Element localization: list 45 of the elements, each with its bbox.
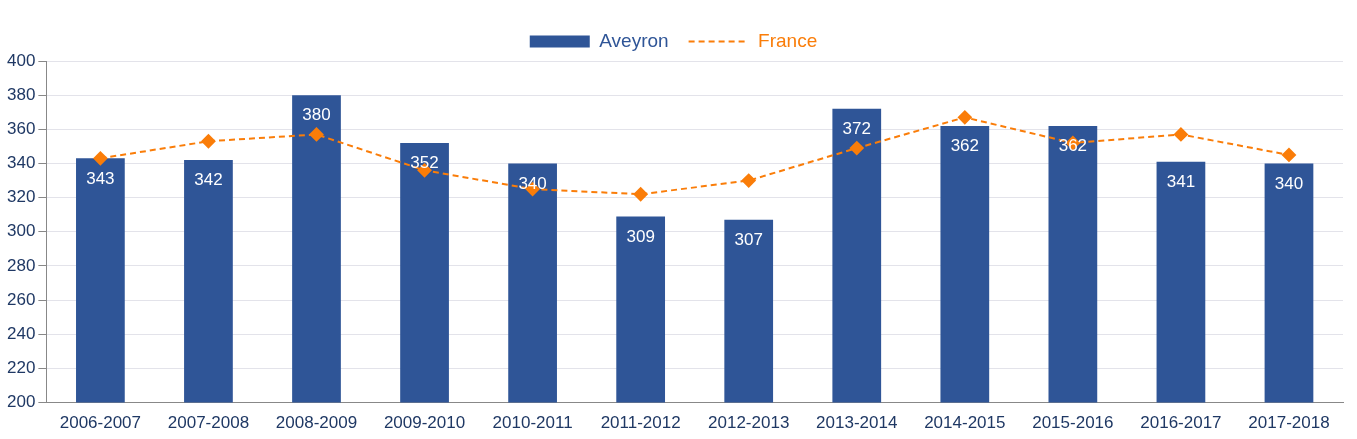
data-label: 340: [1274, 173, 1304, 193]
point: [309, 127, 324, 142]
point: [741, 173, 756, 188]
y-tick-label: 320: [6, 187, 36, 207]
data-label: 372: [842, 119, 871, 139]
data-label: 352: [410, 153, 439, 173]
point: [957, 110, 972, 125]
x-tick-label: 2012-2013: [708, 413, 790, 433]
point: [633, 187, 648, 202]
data-label: 309: [626, 226, 655, 246]
legend-label: France: [758, 29, 818, 51]
x-tick-label: 2011-2012: [600, 413, 681, 433]
y-tick-label: 340: [6, 153, 36, 173]
y-tick-label: 280: [6, 255, 36, 275]
x-tick-label: 2014-2015: [924, 413, 1006, 433]
x-tick-label: 2007-2008: [167, 413, 250, 433]
x-tick-label: 2010-2011: [492, 413, 573, 433]
x-tick-label: 2017-2018: [1248, 413, 1330, 433]
y-tick-label: 200: [6, 392, 36, 412]
point: [1281, 147, 1296, 162]
y-tick-label: 260: [6, 289, 36, 309]
x-tick-label: 2015-2016: [1032, 413, 1114, 433]
x-tick-label: 2016-2017: [1140, 413, 1222, 433]
data-label: 340: [518, 173, 547, 193]
y-tick-label: 360: [6, 119, 36, 139]
point: [201, 134, 216, 149]
data-label: 342: [194, 170, 223, 190]
x-tick-label: 2008-2009: [275, 413, 358, 433]
y-tick-label: 240: [6, 323, 36, 343]
data-label: 341: [1166, 171, 1196, 191]
data-label: 343: [86, 168, 115, 188]
data-label: 380: [302, 105, 331, 125]
y-tick-label: 400: [6, 50, 36, 70]
data-label: 362: [950, 136, 979, 156]
x-tick-label: 2013-2014: [816, 413, 898, 433]
y-tick-label: 300: [6, 221, 36, 241]
point: [849, 141, 864, 156]
point: [1173, 127, 1188, 142]
point: [93, 151, 108, 166]
x-tick-label: 2009-2010: [383, 413, 466, 433]
legend-label: Aveyron: [599, 29, 669, 51]
y-tick-label: 220: [6, 358, 36, 378]
x-tick-label: 2006-2007: [59, 413, 142, 433]
y-tick-label: 380: [6, 84, 36, 104]
data-label: 307: [734, 230, 763, 250]
